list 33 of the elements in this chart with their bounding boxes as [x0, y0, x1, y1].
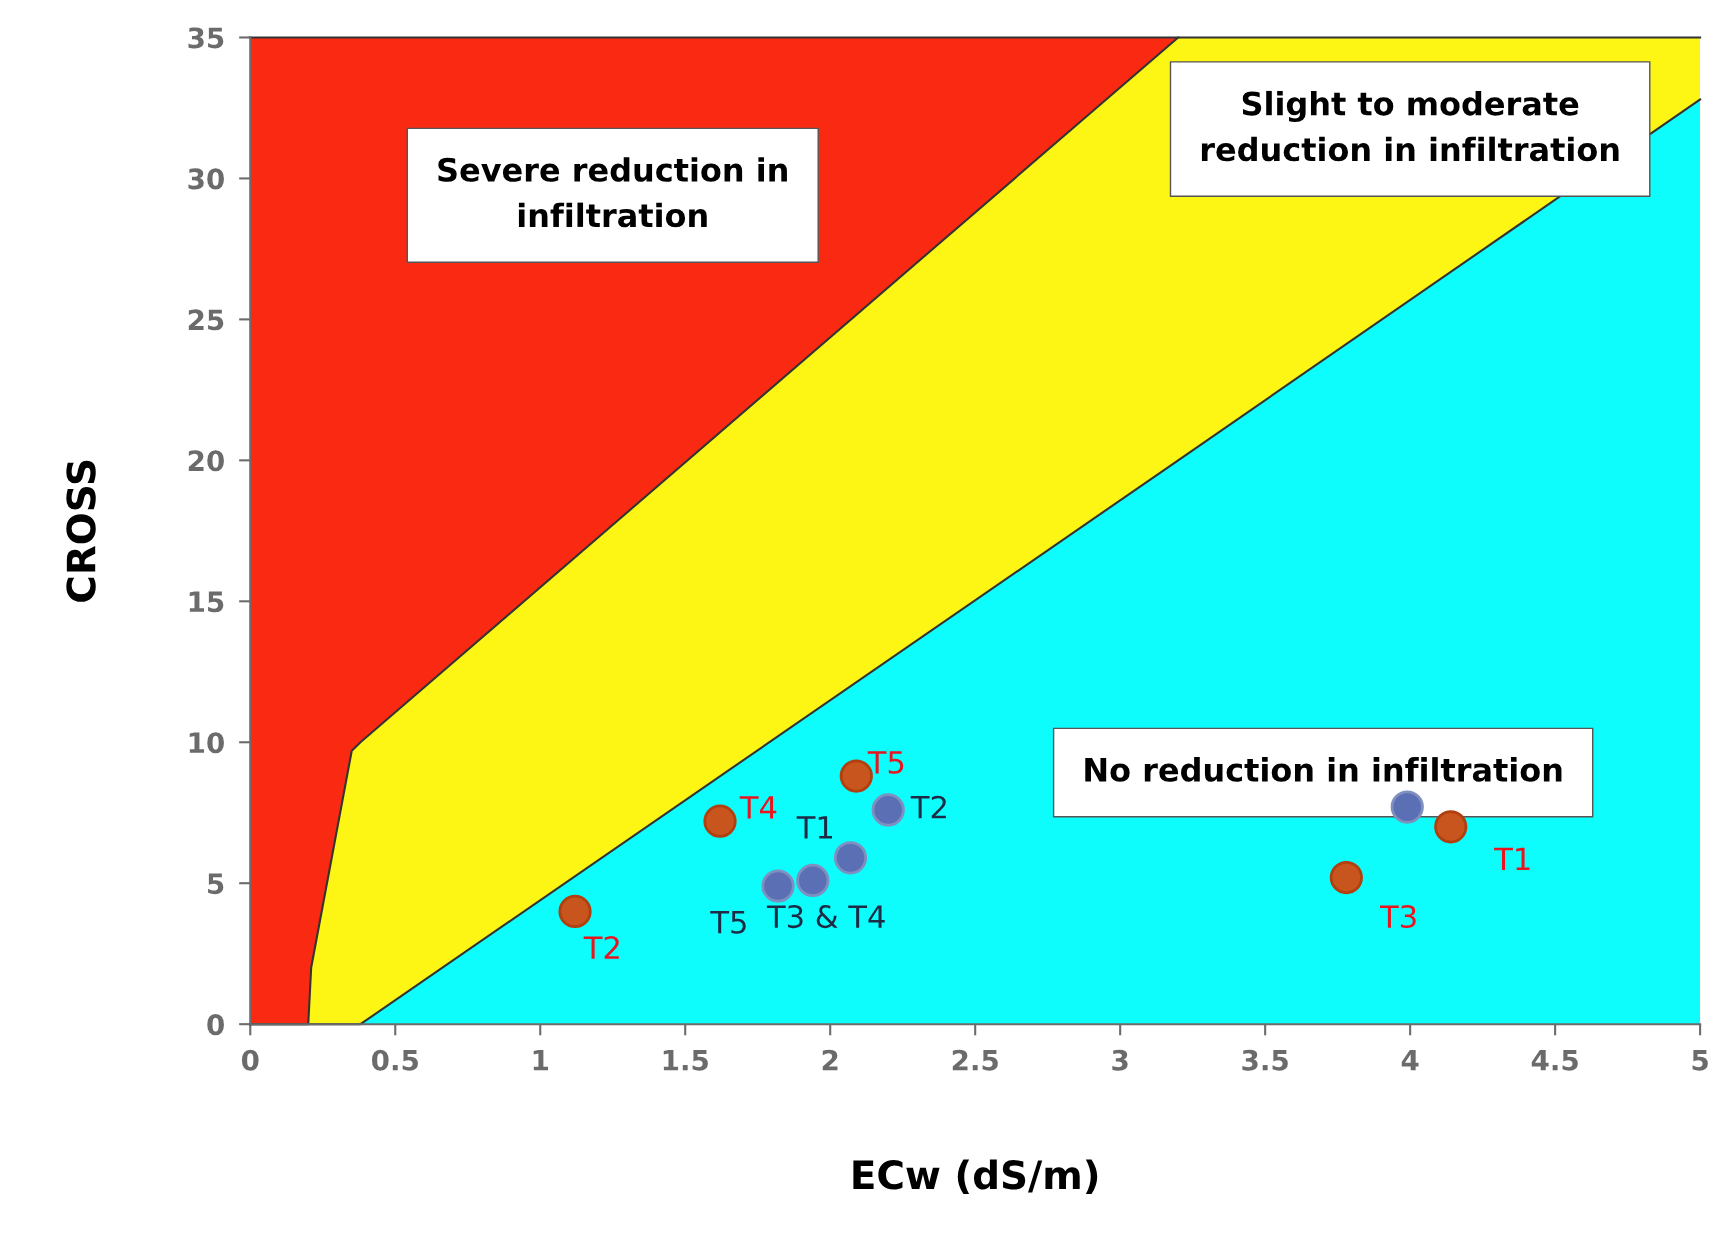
y-tick-label: 20: [188, 450, 224, 472]
data-label: T1: [796, 816, 833, 839]
annotation: No reduction in infiltration: [1085, 757, 1562, 782]
x-tick-label: 1.5: [663, 1050, 708, 1071]
y-tick-label: 30: [188, 168, 224, 190]
data-label: T5: [710, 911, 746, 934]
y-tick-label: 0: [207, 1014, 224, 1036]
data-label: T2: [583, 936, 619, 959]
x-tick-label: 4.5: [1531, 1050, 1578, 1071]
x-tick-label: 2.5: [952, 1049, 998, 1071]
data-label: T3 & T4: [766, 905, 885, 929]
x-tick-label: 0: [241, 1049, 259, 1071]
x-tick-label: 3: [1112, 1049, 1128, 1071]
x-tick-label: 0.5: [371, 1049, 418, 1071]
annotation: Slight to moderate reduction in infiltration: [1201, 90, 1619, 162]
data-label: T1: [1494, 847, 1530, 870]
y-axis-title: CROSS: [66, 460, 96, 602]
data-label: T5: [867, 751, 904, 774]
y-tick-label: 15: [189, 591, 224, 613]
x-tick-label: 1: [533, 1050, 548, 1071]
y-tick-label: 35: [188, 27, 224, 49]
x-tick-label: 2: [822, 1049, 838, 1071]
annotation: Severe reduction in infiltration: [438, 157, 787, 228]
x-tick-label: 4: [1401, 1050, 1419, 1071]
x-axis-title: ECw (dS/m): [853, 1159, 1098, 1195]
data-label: T4: [739, 796, 777, 819]
x-tick-label: 3.5: [1242, 1049, 1288, 1071]
y-tick-label: 25: [188, 309, 224, 331]
y-tick-label: 10: [189, 732, 224, 754]
data-label: T3: [1379, 905, 1416, 929]
y-tick-label: 5: [208, 873, 224, 895]
data-label: T2: [910, 795, 946, 819]
x-tick-label: 5: [1692, 1050, 1708, 1071]
